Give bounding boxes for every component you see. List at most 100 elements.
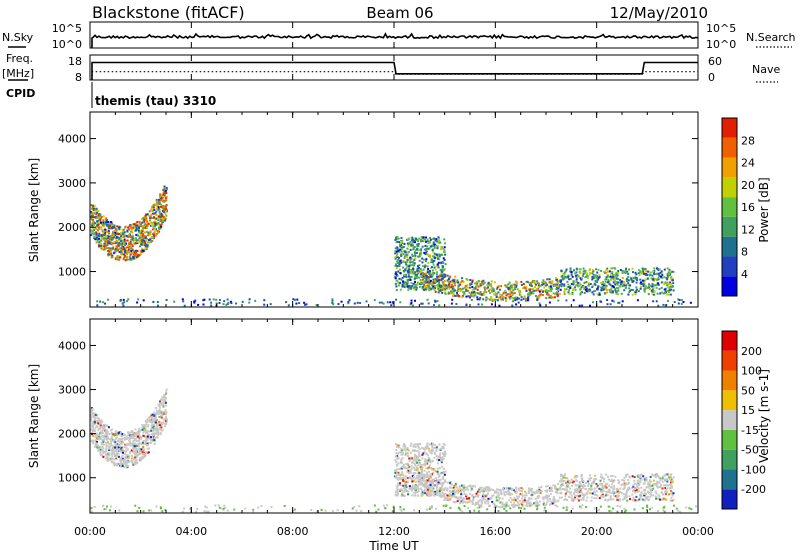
- velocity-scatter-cell: [410, 442, 413, 445]
- velocity-scatter-cell: [154, 414, 157, 417]
- power-scatter-cell: [416, 248, 419, 251]
- power-scatter-cell: [582, 270, 585, 273]
- velocity-scatter-cell: [672, 476, 675, 479]
- velocity-scatter-cell: [496, 496, 499, 499]
- velocity-scatter-cell: [97, 422, 100, 425]
- power-scatter-cell: [427, 254, 430, 257]
- power-scatter-cell: [447, 278, 450, 281]
- power-scatter-cell: [501, 295, 504, 298]
- power-scatter-cell: [558, 293, 561, 295]
- power-scatter-cell: [588, 282, 591, 285]
- power-scatter-cell: [640, 283, 643, 286]
- power-scatter-cell: [667, 293, 670, 296]
- power-scatter-cell: [572, 281, 575, 284]
- power-scatter-cell: [428, 254, 431, 257]
- power-scatter-cell: [551, 281, 554, 284]
- power-scatter-cell: [133, 238, 136, 241]
- velocity-scatter-cell: [409, 444, 412, 447]
- velocity-scatter-cell: [158, 423, 160, 426]
- power-scatter-cell: [482, 282, 485, 285]
- velocity-scatter-cell: [651, 473, 654, 476]
- velocity-scatter-cell: [114, 433, 117, 435]
- power-scatter-cell: [423, 251, 426, 254]
- power-ground-cell: [365, 300, 368, 303]
- velocity-scatter-cell: [153, 429, 156, 432]
- power-scatter-cell: [102, 231, 105, 234]
- power-scatter-cell: [429, 273, 432, 276]
- power-scatter-cell: [426, 239, 429, 242]
- velocity-scatter-cell: [412, 450, 415, 452]
- velocity-scatter-cell: [427, 488, 430, 491]
- power-scatter-cell: [449, 280, 452, 283]
- power-scatter-cell: [90, 211, 93, 214]
- power-scatter-cell: [434, 290, 437, 293]
- power-scatter-cell: [444, 289, 447, 292]
- power-scatter-cell: [107, 249, 110, 252]
- velocity-scatter-cell: [97, 436, 100, 439]
- velocity-scatter-cell: [90, 432, 93, 435]
- velocity-scatter-cell: [459, 502, 461, 505]
- power-scatter-cell: [135, 234, 138, 237]
- power-scatter-cell: [432, 241, 435, 244]
- power-scatter-cell: [401, 247, 404, 250]
- velocity-scatter-cell: [406, 477, 409, 479]
- power-ground-cell: [107, 298, 110, 301]
- velocity-scatter-cell: [456, 500, 459, 503]
- velocity-scatter-cell: [144, 435, 147, 438]
- velocity-scatter-cell: [531, 503, 534, 506]
- velocity-scatter-cell: [556, 488, 559, 491]
- velocity-scatter-cell: [160, 416, 163, 419]
- power-scatter-cell: [540, 293, 543, 296]
- power-scatter-cell: [416, 283, 419, 286]
- power-ground-cell: [210, 304, 213, 307]
- velocity-scatter-cell: [99, 424, 102, 427]
- velocity-scatter-cell: [148, 437, 151, 440]
- power-scatter-cell: [395, 237, 398, 239]
- velocity-scatter-cell: [147, 451, 150, 454]
- power-scatter-cell: [443, 284, 446, 287]
- velocity-scatter-cell: [515, 492, 518, 494]
- power-scatter-cell: [151, 205, 154, 208]
- power-scatter-cell: [410, 239, 413, 242]
- velocity-scatter-cell: [426, 447, 429, 450]
- power-scatter-cell: [529, 288, 532, 291]
- velocity-scatter-cell: [417, 490, 420, 493]
- power-scatter-cell: [441, 291, 444, 294]
- power-scatter-cell: [459, 290, 462, 292]
- power-scatter-cell: [124, 225, 127, 228]
- velocity-scatter-cell: [149, 418, 152, 421]
- power-scatter-cell: [436, 271, 438, 274]
- velocity-scatter-cell: [647, 481, 650, 484]
- velocity-scatter-cell: [396, 444, 399, 447]
- velocity-scatter-cell: [141, 447, 144, 450]
- velocity-scatter-cell: [132, 448, 134, 451]
- velocity-scatter-cell: [441, 465, 444, 468]
- power-scatter-cell: [569, 278, 572, 280]
- power-scatter-cell: [516, 282, 519, 285]
- power-scatter-cell: [421, 239, 424, 242]
- velocity-scatter-cell: [151, 418, 154, 421]
- velocity-scatter-cell: [431, 446, 434, 449]
- power-scatter-cell: [401, 242, 404, 245]
- power-scatter-cell: [620, 282, 623, 285]
- power-scatter-cell: [425, 240, 427, 243]
- power-scatter-cell: [617, 278, 620, 280]
- velocity-scatter-cell: [437, 455, 440, 458]
- power-scatter-cell: [529, 294, 531, 297]
- power-scatter-cell: [148, 234, 151, 237]
- power-scatter-cell: [611, 291, 614, 294]
- power-scatter-cell: [94, 238, 97, 241]
- power-ground-cell: [142, 299, 145, 302]
- power-scatter-cell: [412, 286, 415, 289]
- power-scatter-cell: [130, 238, 133, 241]
- velocity-scatter-cell: [128, 439, 131, 442]
- velocity-scatter-cell: [519, 493, 522, 496]
- velocity-scatter-cell: [591, 488, 594, 491]
- power-scatter-cell: [435, 277, 438, 280]
- power-scatter-cell: [410, 260, 413, 263]
- power-scatter-cell: [428, 283, 430, 286]
- velocity-scatter-cell: [159, 400, 162, 403]
- velocity-scatter-cell: [130, 449, 133, 452]
- power-scatter-cell: [431, 269, 434, 272]
